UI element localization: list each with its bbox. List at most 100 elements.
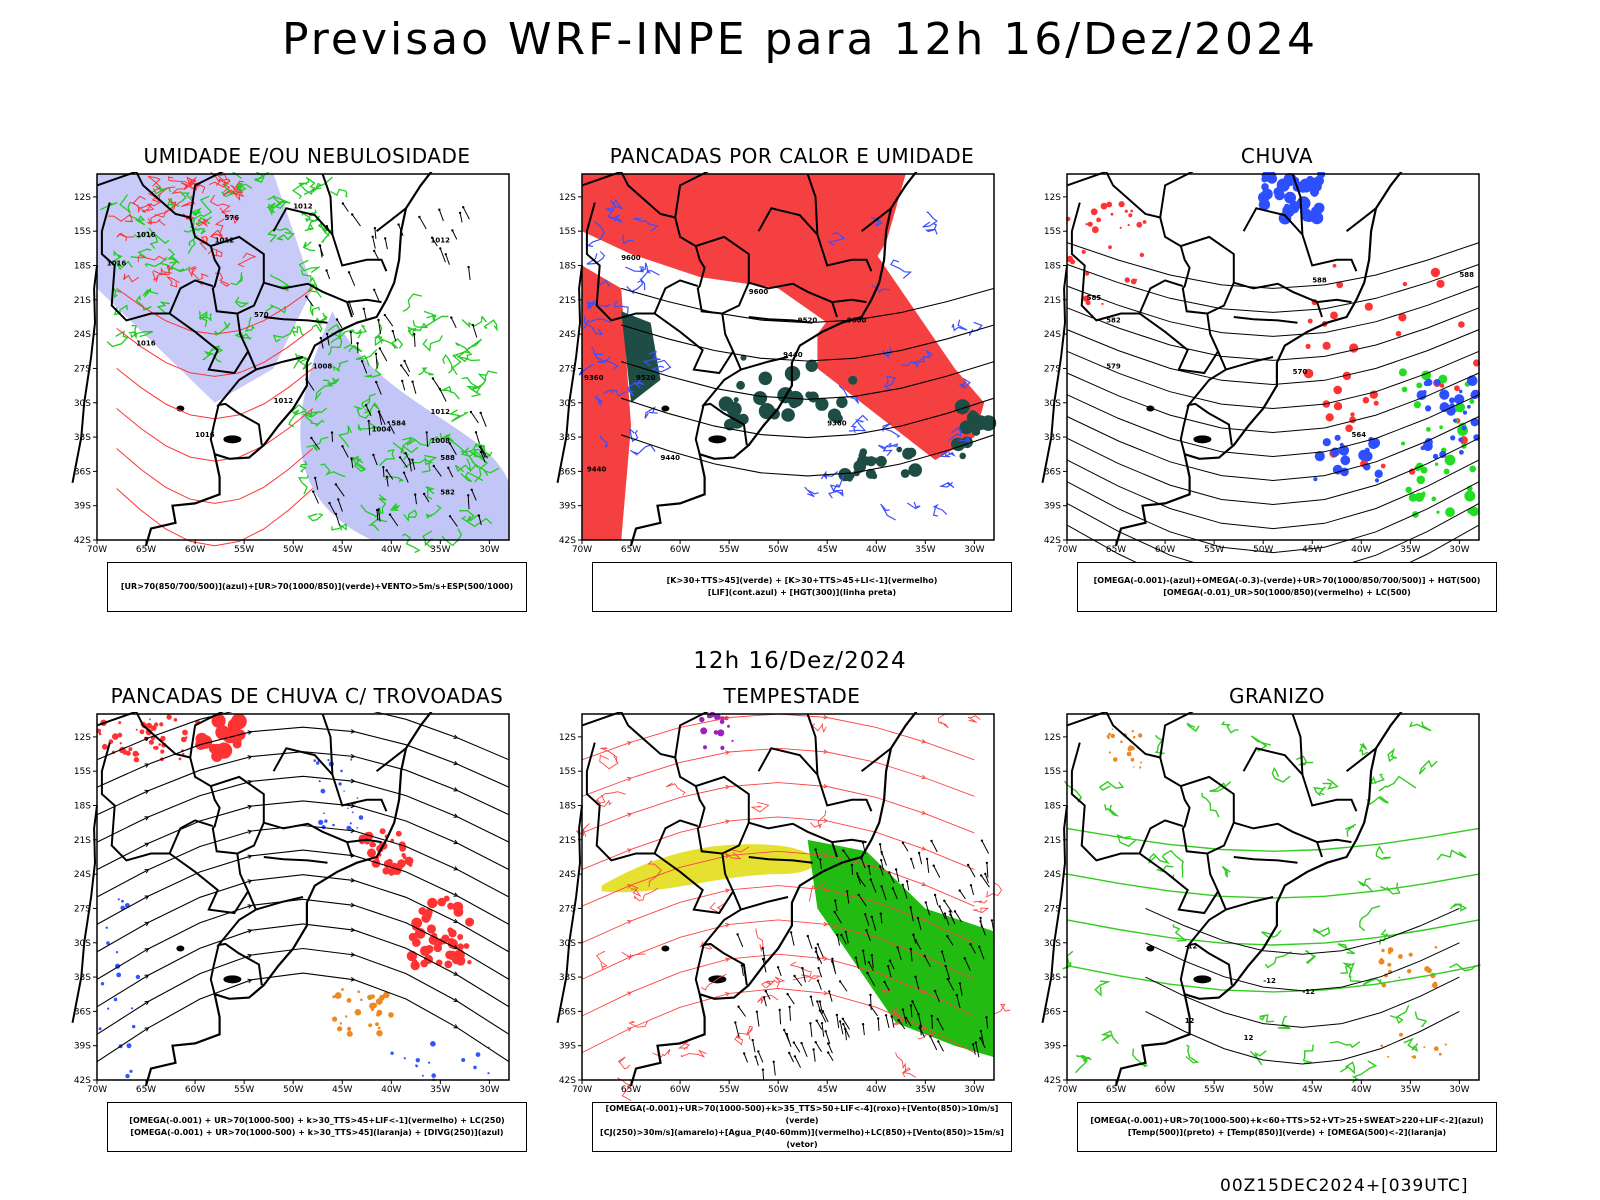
wind-vector-head — [969, 943, 972, 946]
flow-arrow — [453, 787, 459, 792]
omega-red — [1101, 302, 1104, 305]
omega-blue — [1454, 394, 1465, 405]
storm-red — [217, 726, 226, 735]
humidity-green — [461, 515, 493, 528]
divg-blue — [461, 1058, 466, 1062]
omega-orange — [1133, 766, 1135, 768]
temp850-green — [1313, 786, 1326, 797]
wind-vector-head — [816, 1000, 819, 1003]
lif-contour — [626, 382, 641, 397]
temp850-green — [1094, 980, 1111, 997]
wind-vector — [980, 921, 986, 936]
storm-orange — [346, 1030, 353, 1037]
omega-green — [1438, 374, 1448, 384]
wind-vector — [449, 443, 457, 455]
storm-red — [112, 733, 119, 740]
storm-red — [101, 743, 108, 750]
wind-vector — [839, 981, 848, 992]
contour-label: 585 — [1087, 294, 1102, 302]
wind-vector — [459, 212, 463, 223]
wind-vector-head — [310, 436, 313, 440]
humidity-green — [317, 222, 328, 234]
legend-line-1: [OMEGA(-0.001) + UR>70(1000-500) + k>30_… — [129, 1116, 505, 1125]
instability-green-dark — [836, 396, 848, 408]
wind-vector-head — [879, 912, 882, 915]
instability-red-west — [582, 265, 632, 540]
contour-label: 570 — [254, 311, 269, 319]
omega-blue — [1467, 375, 1478, 386]
wind-vector-head — [909, 906, 912, 909]
flow-arrow — [247, 953, 253, 959]
storm-orange — [346, 998, 352, 1003]
humidity-green — [392, 442, 410, 461]
wind-vector — [777, 967, 782, 976]
wind-vector — [934, 894, 939, 906]
humidity-green — [234, 332, 252, 340]
contour-label: 9600 — [847, 317, 867, 325]
omega-orange — [1434, 946, 1438, 949]
wind-vector-head — [870, 915, 873, 919]
state-border — [740, 896, 789, 911]
wind-vector — [910, 948, 913, 962]
lc250-streamline — [96, 874, 510, 953]
storm-red — [154, 745, 159, 750]
lat-label-21S: 21S — [74, 296, 91, 306]
lat-label-36S: 36S — [1044, 1007, 1061, 1017]
flow-arrow — [144, 763, 150, 768]
state-border — [1345, 207, 1377, 232]
wind-vector-head — [778, 1008, 781, 1012]
map-frame — [581, 713, 995, 1081]
wind-vector-head — [814, 950, 818, 953]
humidity-green — [357, 422, 380, 431]
lif-contour — [629, 444, 656, 456]
lon-label-30W: 30W — [964, 545, 984, 555]
wind-vector-head — [734, 1021, 737, 1024]
contour-label: 564 — [1352, 431, 1367, 439]
wind-vector — [816, 1001, 822, 1014]
contour-label: 1008 — [313, 362, 333, 370]
wind-vector — [856, 873, 861, 885]
state-border — [1233, 281, 1352, 304]
storm-red — [463, 943, 470, 949]
omega-blue — [1470, 418, 1479, 427]
water-red — [629, 884, 642, 897]
wind-vector-head — [971, 1043, 975, 1046]
wind-vector — [423, 493, 430, 503]
temp850-green — [1450, 903, 1468, 912]
wind-vector — [426, 432, 429, 447]
humidity-green — [298, 259, 320, 274]
humidity-green — [297, 475, 309, 495]
wind-vector — [756, 1011, 760, 1027]
lif-contour — [912, 350, 934, 365]
lat-label-33S: 33S — [1044, 973, 1061, 983]
storm-red — [382, 867, 390, 875]
wind-vector — [414, 494, 417, 505]
wind-vector — [880, 860, 884, 871]
omega-blue — [1432, 453, 1439, 460]
wind-vector — [382, 467, 385, 478]
lc250-streamline — [96, 751, 510, 816]
omega-red — [1336, 281, 1344, 289]
lat-label-36S: 36S — [559, 467, 576, 477]
omega-red — [1395, 330, 1402, 337]
wind-vector-head — [793, 974, 796, 978]
omega-green — [1439, 425, 1443, 430]
lon-label-70W: 70W — [1057, 545, 1077, 555]
lc850-line — [581, 850, 975, 907]
omega-green — [1431, 496, 1437, 502]
water-red — [595, 794, 612, 807]
flow-arrow — [627, 812, 632, 818]
temp850-green — [1250, 735, 1271, 752]
wind-vector — [462, 206, 470, 220]
wind-vector-head — [432, 464, 435, 468]
lon-label-40W: 40W — [866, 545, 886, 555]
flow-arrow — [627, 920, 632, 925]
wind-vector — [945, 965, 951, 980]
thickness-red — [146, 218, 166, 226]
wind-vector-head — [364, 404, 368, 407]
storm-red — [406, 950, 418, 962]
instability-green-dark — [900, 469, 910, 478]
thickness-red — [185, 182, 206, 194]
flow-arrow — [453, 734, 459, 739]
state-border — [860, 747, 892, 772]
